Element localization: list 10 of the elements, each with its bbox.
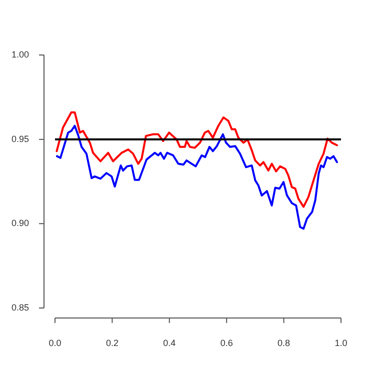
x-tick-label: 0.6: [220, 338, 233, 348]
x-tick-label: 0.8: [278, 338, 290, 348]
y-tick-label: 0.95: [11, 134, 29, 144]
x-tick-label: 1.0: [334, 338, 348, 348]
x-tick-label: 0.0: [48, 338, 62, 348]
y-tick-label: 0.90: [11, 218, 29, 228]
x-tick-label: 0.4: [163, 338, 176, 348]
x-tick-label: 0.2: [106, 338, 118, 348]
y-tick-label: 0.85: [11, 302, 29, 312]
y-tick-label: 1.00: [11, 49, 29, 60]
